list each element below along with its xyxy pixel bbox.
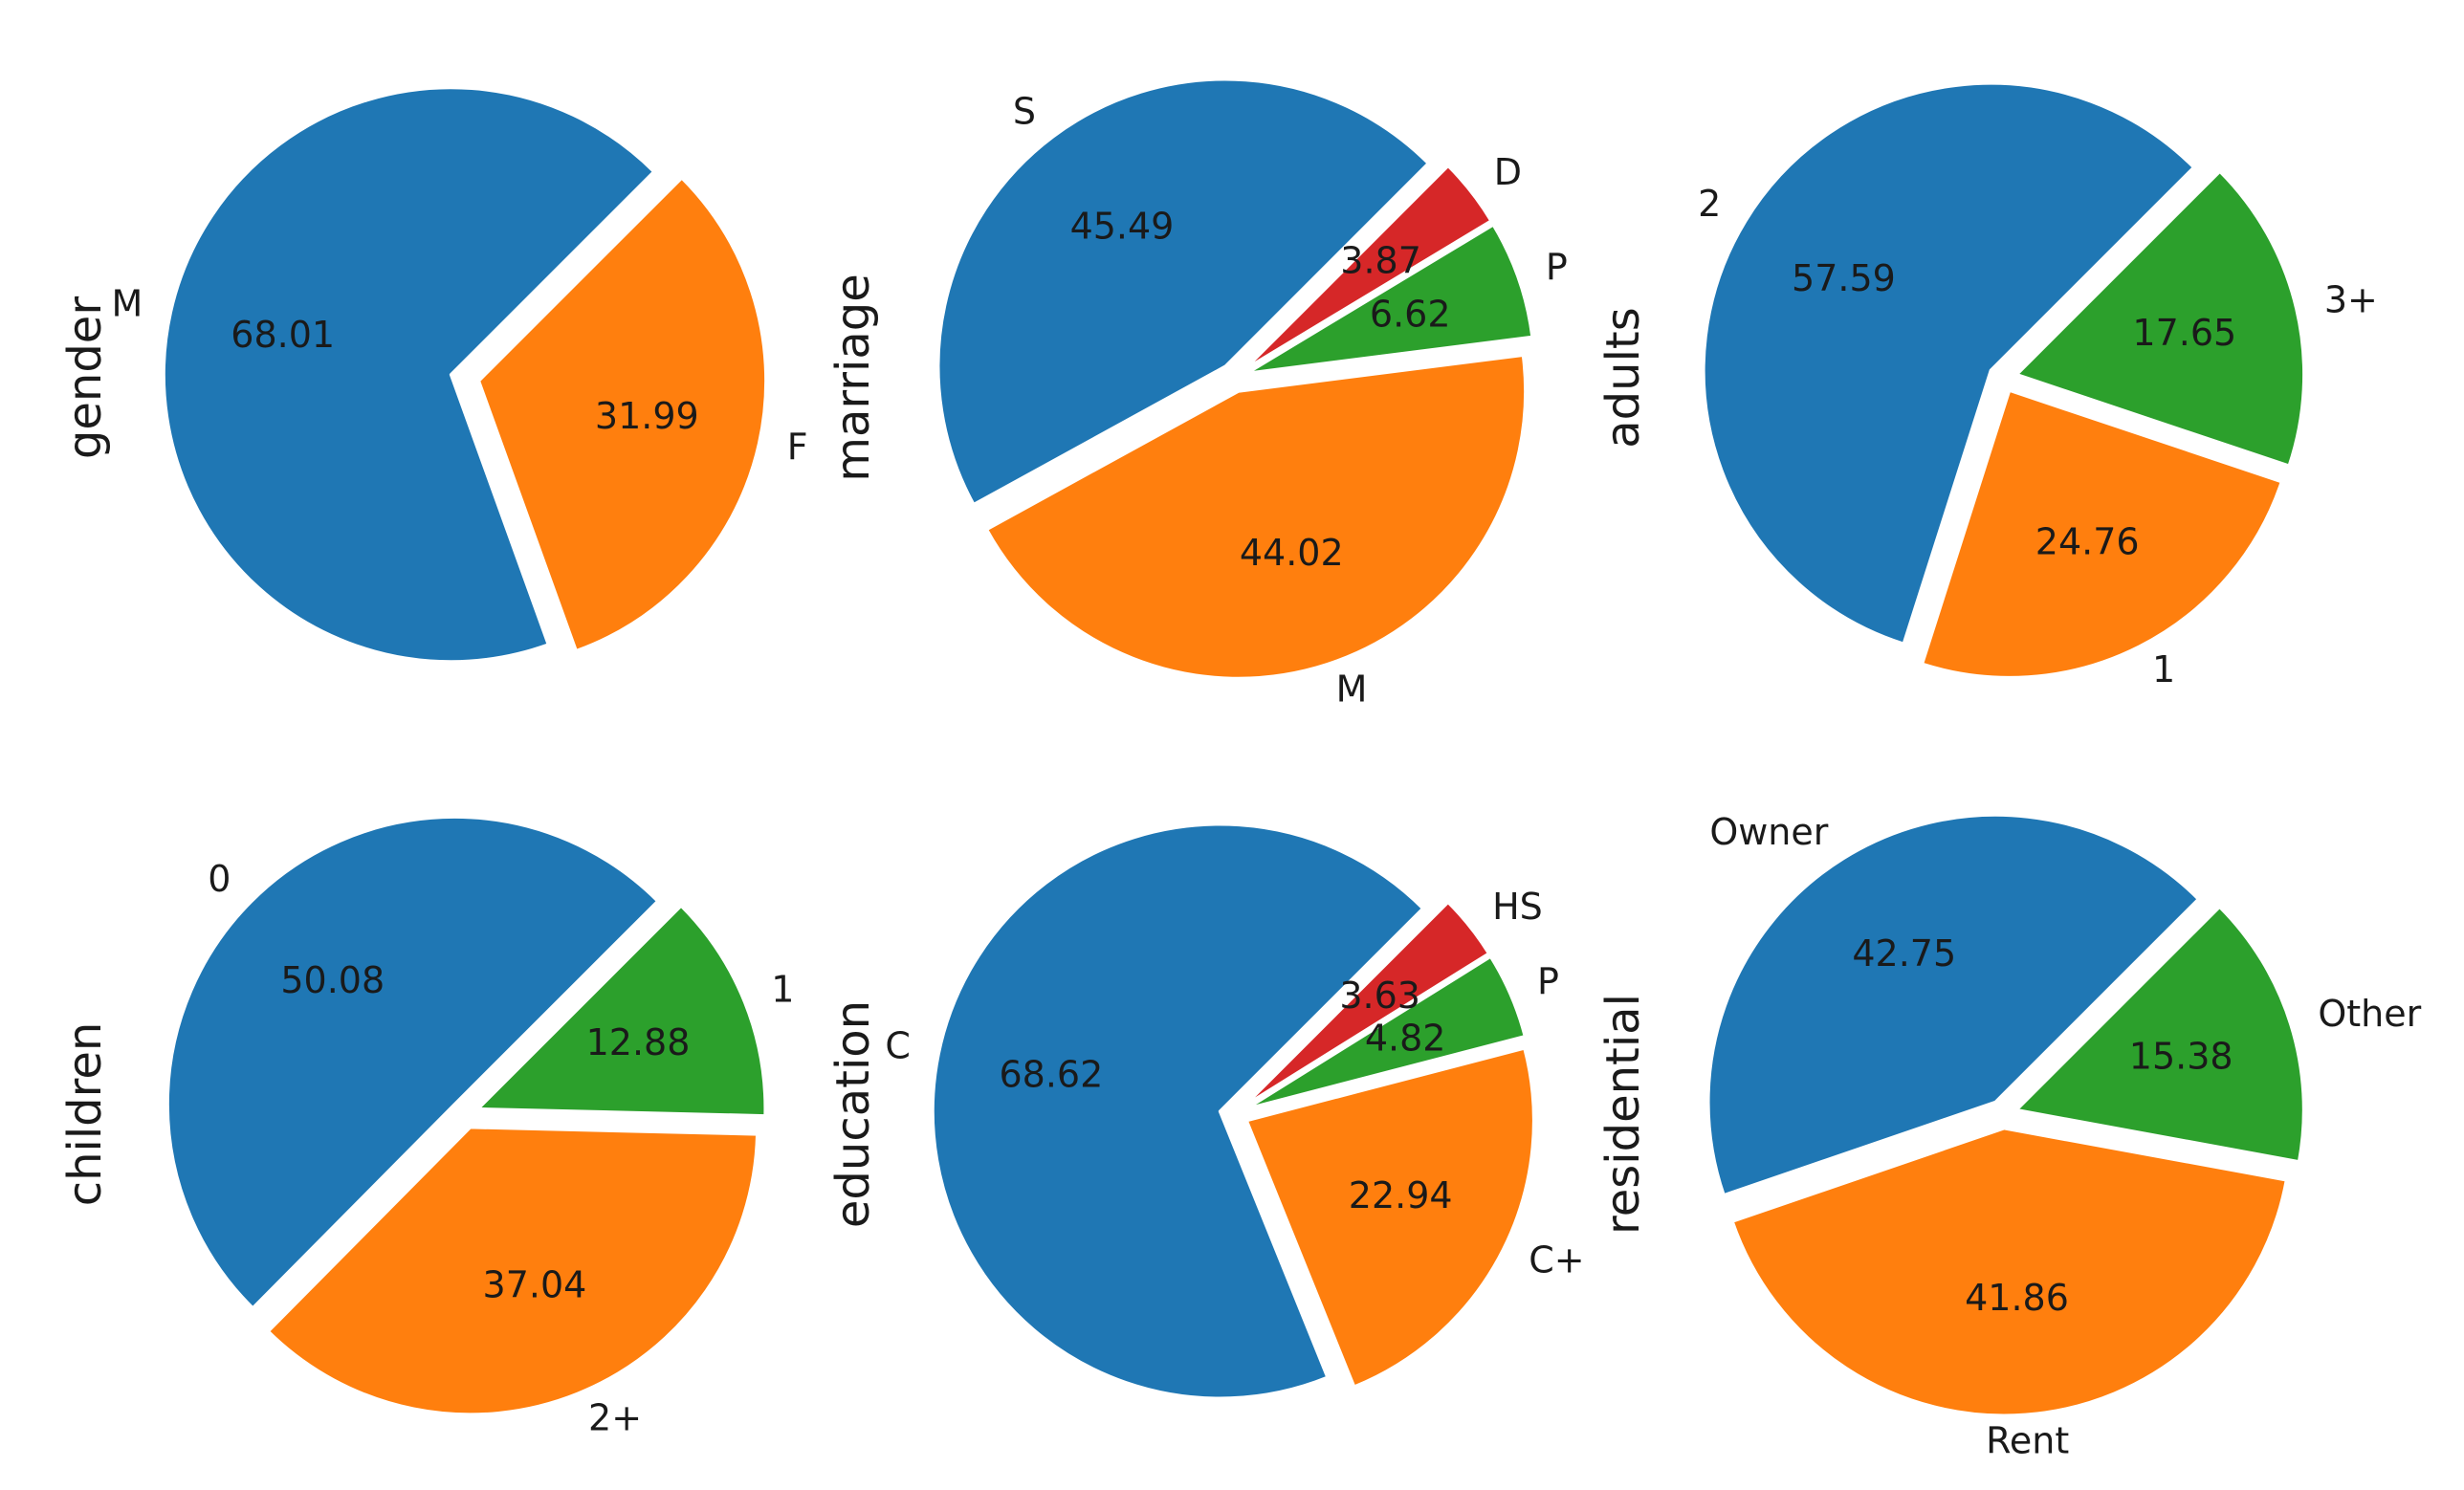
- pie-gender: gender M F 68.01 31.99: [58, 86, 808, 664]
- pie-percent-label: 12.88: [586, 1021, 691, 1063]
- pie-percent-label: 17.65: [2132, 312, 2236, 354]
- pie-slice-S: [936, 77, 1430, 506]
- pie-percent-label: 57.59: [1792, 257, 1896, 299]
- pie-percent-label: 24.76: [2035, 520, 2140, 562]
- pie-percent-label: 3.63: [1339, 975, 1420, 1017]
- pie-category-label: 0: [208, 858, 231, 900]
- pie-percent-label: 37.04: [483, 1263, 587, 1305]
- pie-slice-M: [985, 353, 1528, 680]
- pie-adults: adults 2 1 3+ 57.59 24.76 17.65: [1596, 81, 2378, 690]
- pie-percent-label: 68.01: [231, 314, 335, 356]
- pie-education: education C C+ P HS 68.62 22.94 4.823.63: [826, 822, 1585, 1400]
- pie-category-label: D: [1494, 151, 1522, 193]
- pie-category-label: M: [111, 282, 143, 324]
- pie-slice-C+: [1244, 1046, 1535, 1389]
- pie-category-label: 1: [2152, 648, 2175, 690]
- pie-category-label: M: [1336, 668, 1368, 711]
- pie-slice-M: [162, 86, 655, 664]
- pie-category-label: Owner: [1709, 811, 1828, 853]
- pie-category-label: 2: [1698, 183, 1721, 225]
- pie-percent-label: 22.94: [1349, 1174, 1453, 1216]
- pie-slice-1: [476, 904, 767, 1118]
- pie-ylabel: residential: [1596, 994, 1650, 1235]
- pie-category-label: Rent: [1986, 1420, 2069, 1462]
- pie-slice-P: [1245, 954, 1527, 1110]
- pie-category-label: F: [787, 427, 808, 469]
- pie-category-label: 2+: [588, 1396, 642, 1438]
- pie-category-label: S: [1013, 91, 1036, 133]
- pie-percent-label: 41.86: [1965, 1277, 2069, 1319]
- pie-category-label: C+: [1529, 1239, 1584, 1282]
- pie-ylabel: children: [58, 1022, 112, 1207]
- pie-slice-3+: [2015, 169, 2306, 468]
- pie-slice-C: [931, 822, 1424, 1400]
- pie-percent-label: 4.82: [1365, 1017, 1446, 1059]
- pie-slice-HS: [1243, 901, 1490, 1107]
- pie-category-label: Other: [2318, 993, 2421, 1035]
- pie-marriage: marriage S M P D 45.49 44.02 6.62 3.87: [826, 77, 1568, 711]
- pie-slice-1: [1921, 388, 2283, 679]
- pie-category-label: HS: [1492, 886, 1543, 928]
- pie-slice-Owner: [1706, 813, 2200, 1197]
- pie-percent-label: 6.62: [1370, 294, 1451, 336]
- pie-slice-D: [1243, 164, 1493, 371]
- pie-category-label: 3+: [2324, 279, 2378, 321]
- pie-children: children 0 2+ 1 50.08 37.04 12.88: [58, 816, 794, 1438]
- pie-percent-label: 31.99: [595, 395, 699, 437]
- pie-category-label: C: [885, 1025, 911, 1067]
- pie-ylabel: marriage: [826, 274, 880, 482]
- pie-slice-P: [1245, 223, 1534, 375]
- pie-percent-label: 50.08: [280, 959, 385, 1001]
- pie-category-label: P: [1537, 960, 1559, 1002]
- pie-slice-Rent: [1730, 1127, 2288, 1417]
- pie-category-label: 1: [771, 968, 794, 1010]
- pie-residential: residential Owner Rent Other 42.75 41.86 15.38: [1596, 811, 2422, 1462]
- pie-slice-2: [1702, 81, 2195, 646]
- pie-ylabel: education: [826, 1000, 880, 1228]
- pie-percent-label: 42.75: [1852, 932, 1956, 975]
- pie-slice-F: [477, 176, 768, 652]
- pie-percent-label: 15.38: [2129, 1035, 2233, 1077]
- pie-slice-Other: [2014, 905, 2305, 1164]
- pie-percent-label: 44.02: [1240, 532, 1344, 574]
- pie-percent-label: 68.62: [1000, 1054, 1104, 1096]
- pie-ylabel: adults: [1596, 307, 1650, 448]
- pie-category-label: P: [1546, 246, 1568, 288]
- pie-slice-2+: [267, 1126, 759, 1416]
- pie-percent-label: 45.49: [1070, 206, 1175, 248]
- pie-slice-0: [166, 816, 659, 1310]
- pie-percent-label: 3.87: [1340, 239, 1421, 281]
- pie-ylabel: gender: [58, 296, 112, 459]
